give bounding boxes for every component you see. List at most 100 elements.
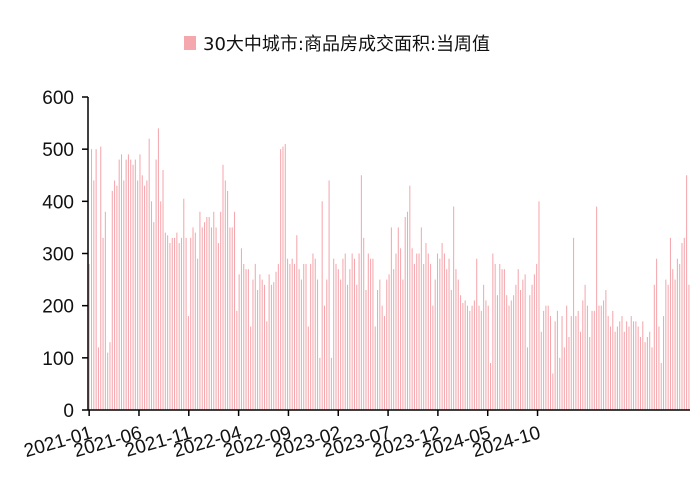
bar: [210, 227, 212, 410]
bar: [123, 180, 125, 410]
bar: [441, 243, 443, 410]
bar: [603, 300, 605, 410]
bar: [335, 263, 337, 410]
bar: [236, 310, 238, 410]
bar: [633, 321, 635, 410]
bar: [552, 373, 554, 410]
bar: [383, 316, 385, 410]
bar: [460, 295, 462, 410]
bar: [506, 295, 508, 410]
bar: [289, 263, 291, 410]
bar: [174, 237, 176, 410]
bar: [513, 295, 515, 410]
bar: [409, 185, 411, 410]
bar: [531, 284, 533, 410]
bar: [494, 263, 496, 410]
bar: [100, 146, 102, 410]
bar: [109, 342, 111, 410]
bar: [476, 258, 478, 410]
y-tick-label: 400: [42, 192, 74, 213]
bar: [234, 211, 236, 410]
bar: [411, 248, 413, 410]
bar: [291, 258, 293, 410]
bar: [323, 305, 325, 410]
bar: [653, 284, 655, 410]
bar: [582, 300, 584, 410]
bar: [430, 263, 432, 410]
bar: [102, 237, 104, 410]
bar: [614, 331, 616, 410]
bar: [533, 274, 535, 410]
legend-label: 30大中城市:商品房成交面积:当周值: [203, 34, 490, 55]
bar: [676, 258, 678, 410]
bar: [367, 253, 369, 410]
bar: [381, 305, 383, 410]
bar: [549, 316, 552, 410]
bar: [303, 263, 305, 410]
bar: [466, 305, 468, 410]
bar: [169, 243, 171, 410]
bar: [307, 326, 309, 410]
bar: [349, 269, 351, 410]
bar: [566, 305, 568, 410]
bar: [120, 154, 123, 410]
bar: [464, 300, 466, 410]
bar: [630, 316, 632, 410]
bar: [340, 279, 342, 410]
bar: [192, 227, 194, 410]
bar: [473, 300, 475, 410]
bar: [579, 331, 582, 410]
bar: [637, 326, 639, 410]
bar: [390, 227, 392, 410]
bar: [153, 222, 155, 410]
bar: [448, 258, 450, 410]
bar: [436, 253, 439, 410]
bar: [194, 232, 196, 410]
bar: [526, 347, 528, 410]
bar: [356, 284, 358, 410]
bar: [434, 279, 436, 410]
bar: [208, 216, 210, 410]
bar: [95, 149, 97, 411]
bar: [88, 263, 90, 410]
bar: [164, 232, 166, 410]
bar: [104, 211, 106, 410]
bar: [252, 279, 254, 410]
bar: [187, 316, 189, 410]
bar: [649, 331, 651, 410]
bar: [672, 269, 674, 410]
bar: [628, 326, 630, 410]
bar: [455, 269, 457, 410]
bar: [656, 258, 658, 410]
bar: [268, 274, 270, 410]
bar: [326, 279, 328, 410]
bar: [556, 310, 558, 410]
bar: [520, 290, 522, 410]
bar: [134, 159, 136, 410]
bar: [300, 279, 302, 410]
bar: [155, 159, 157, 410]
bar: [575, 316, 577, 410]
bars-group: [88, 128, 690, 411]
bar: [358, 253, 360, 410]
bar: [584, 284, 586, 410]
bar: [395, 253, 397, 410]
bar: [284, 143, 286, 410]
bar: [293, 263, 296, 410]
bar: [568, 336, 570, 410]
bar: [471, 305, 473, 410]
bar: [137, 180, 139, 410]
bar: [353, 258, 355, 410]
bar: [639, 336, 641, 410]
bar: [254, 263, 256, 410]
bar: [559, 357, 561, 410]
bar: [266, 321, 268, 410]
bar: [462, 303, 464, 410]
bar: [171, 237, 173, 410]
bar: [547, 305, 549, 410]
bar: [543, 310, 545, 410]
bar: [397, 227, 399, 410]
bar: [273, 282, 275, 410]
bar: [536, 263, 538, 410]
bar: [589, 336, 591, 410]
